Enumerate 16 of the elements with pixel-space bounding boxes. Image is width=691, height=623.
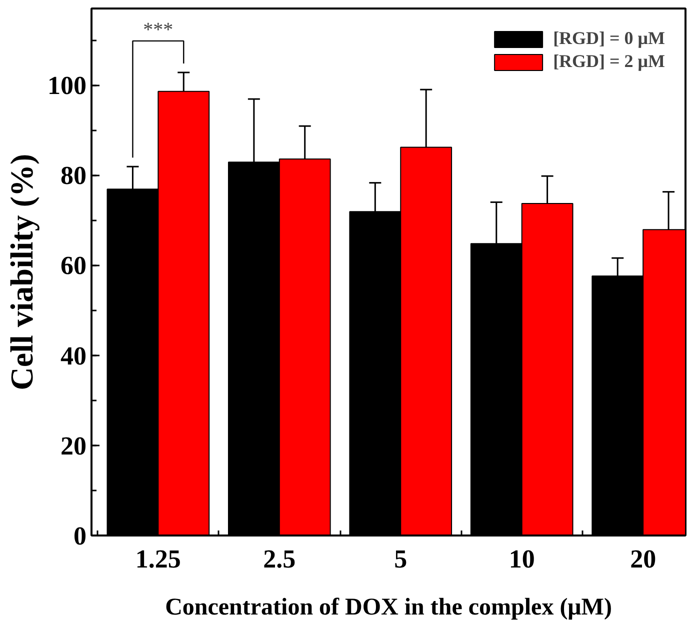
- y-tick-label: 0: [74, 522, 86, 550]
- x-tick-label: 20: [630, 544, 656, 574]
- y-tick-label: 20: [60, 431, 86, 460]
- legend-label: [RGD] = 2 μM: [553, 51, 665, 72]
- legend-label: [RGD] = 0 μM: [553, 28, 665, 49]
- x-axis-title: Concentration of DOX in the complex (μM): [165, 594, 612, 620]
- y-tick-label: 80: [60, 161, 86, 190]
- x-tick-label: 2.5: [263, 544, 296, 574]
- y-tick-label: 60: [60, 251, 86, 280]
- y-axis-title: Cell viability (%): [4, 154, 40, 390]
- y-tick-label: 40: [60, 341, 86, 370]
- x-tick-label: 5: [394, 544, 408, 574]
- x-tick-label: 10: [508, 544, 535, 574]
- annotation: ***: [143, 18, 174, 41]
- y-tick-label: 100: [48, 71, 86, 100]
- x-tick-label: 1.25: [135, 544, 181, 574]
